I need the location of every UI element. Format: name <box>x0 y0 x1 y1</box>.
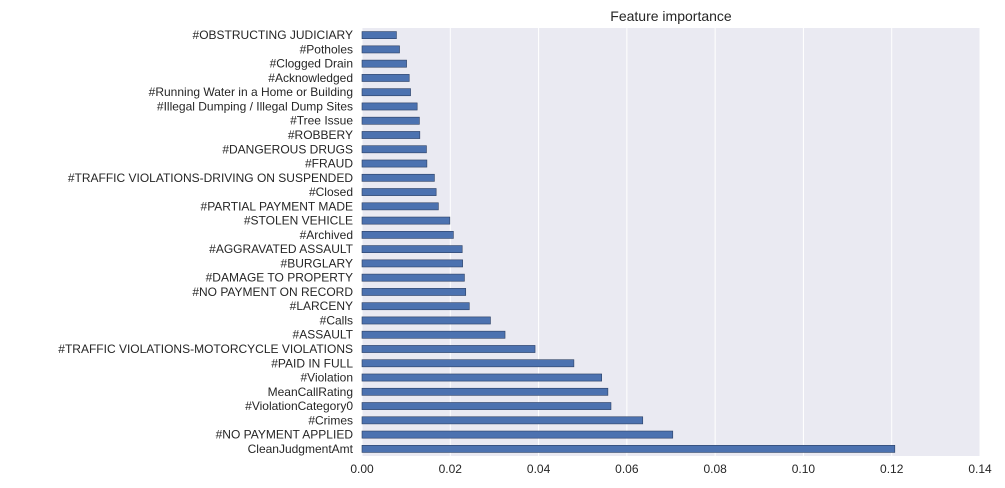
y-tick-label: #Calls <box>320 313 353 327</box>
y-tick-label: #AGGRAVATED ASSAULT <box>209 242 353 256</box>
bar <box>361 216 451 225</box>
y-tick-label: #STOLEN VEHICLE <box>244 214 353 228</box>
y-tick-label: #DAMAGE TO PROPERTY <box>206 271 353 285</box>
bar <box>361 31 397 39</box>
bar <box>361 59 407 68</box>
y-tick-label: #Running Water in a Home or Building <box>149 85 353 99</box>
bar <box>361 288 467 296</box>
x-tick-label: 0.02 <box>439 462 463 476</box>
bar <box>361 145 427 154</box>
bar <box>361 444 896 453</box>
bar <box>361 259 463 268</box>
bar <box>361 74 410 82</box>
bars <box>361 31 896 453</box>
y-tick-label: #Tree Issue <box>290 114 353 128</box>
y-tick-label: #Crimes <box>308 413 353 427</box>
y-tick-label: #BURGLARY <box>281 256 353 270</box>
y-tick-label: #Violation <box>301 371 354 385</box>
bar <box>361 116 420 125</box>
bar <box>361 131 421 139</box>
bar <box>361 188 437 196</box>
x-tick-labels: 0.00 0.02 0.04 0.06 0.08 0.10 0.12 0.14 <box>350 462 992 476</box>
x-tick-label: 0.08 <box>703 462 727 476</box>
bar <box>361 330 506 339</box>
x-tick-label: 0.14 <box>968 462 992 476</box>
y-tick-label: #ROBBERY <box>288 128 353 142</box>
bar <box>361 373 602 382</box>
bar <box>361 359 575 368</box>
y-tick-label: #Closed <box>309 185 353 199</box>
y-tick-labels: #OBSTRUCTING JUDICIARY#Potholes#Clogged … <box>58 28 353 456</box>
bar <box>361 273 465 282</box>
bar <box>361 231 454 239</box>
y-tick-label: #TRAFFIC VIOLATIONS-MOTORCYCLE VIOLATION… <box>58 342 353 356</box>
bar <box>361 345 536 353</box>
y-tick-label: #NO PAYMENT ON RECORD <box>192 285 353 299</box>
y-tick-label: #ViolationCategory0 <box>245 399 353 413</box>
y-tick-label: #Potholes <box>300 42 353 56</box>
y-tick-label: CleanJudgmentAmt <box>248 442 354 456</box>
y-tick-label: #FRAUD <box>305 157 353 171</box>
y-tick-label: #Acknowledged <box>268 71 353 85</box>
bar <box>361 402 612 410</box>
y-tick-label: #LARCENY <box>290 299 353 313</box>
x-tick-label: 0.00 <box>350 462 374 476</box>
bar <box>361 416 644 425</box>
x-tick-label: 0.04 <box>527 462 551 476</box>
y-tick-label: #DANGEROUS DRUGS <box>222 142 353 156</box>
bar <box>361 430 674 439</box>
bar <box>361 173 435 182</box>
bar <box>361 245 463 253</box>
y-tick-label: MeanCallRating <box>268 385 353 399</box>
y-tick-label: #Clogged Drain <box>270 57 353 71</box>
bar <box>361 159 428 168</box>
y-tick-label: #PAID IN FULL <box>271 356 353 370</box>
bar <box>361 102 418 111</box>
plot-area <box>362 28 980 456</box>
y-tick-label: #TRAFFIC VIOLATIONS-DRIVING ON SUSPENDED <box>68 171 353 185</box>
bar <box>361 88 411 97</box>
bar <box>361 45 400 54</box>
x-tick-label: 0.06 <box>615 462 639 476</box>
y-tick-label: #ASSAULT <box>293 328 354 342</box>
chart-title: Feature importance <box>610 8 732 24</box>
x-tick-label: 0.10 <box>792 462 816 476</box>
y-tick-label: #Archived <box>300 228 353 242</box>
x-tick-label: 0.12 <box>880 462 904 476</box>
bar <box>361 302 470 311</box>
bar <box>361 387 609 396</box>
y-tick-label: #PARTIAL PAYMENT MADE <box>201 199 353 213</box>
grid-lines <box>361 28 981 456</box>
y-tick-label: #NO PAYMENT APPLIED <box>216 428 354 442</box>
bar <box>361 316 491 325</box>
y-tick-label: #Illegal Dumping / Illegal Dump Sites <box>157 99 353 113</box>
bar <box>361 202 439 211</box>
y-tick-label: #OBSTRUCTING JUDICIARY <box>193 28 353 42</box>
